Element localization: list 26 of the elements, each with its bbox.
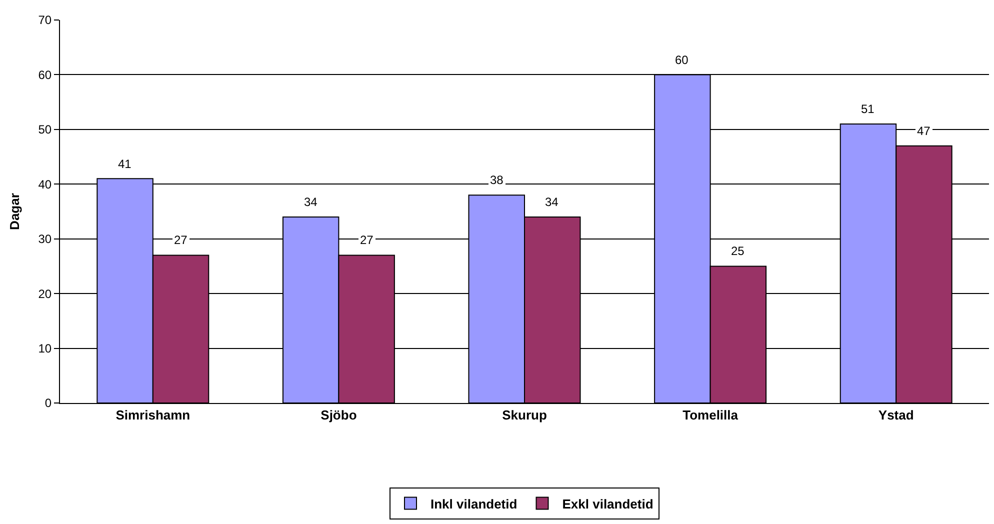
legend-label: Exkl vilandetid [562, 496, 654, 512]
y-tick-label: 30 [38, 232, 52, 246]
data-label: 25 [731, 244, 745, 258]
data-label: 47 [917, 124, 931, 138]
y-tick-label: 70 [38, 13, 52, 28]
data-label: 34 [545, 195, 559, 209]
y-tick-label: 60 [38, 68, 52, 82]
y-tick-label: 10 [38, 341, 52, 356]
data-label: 27 [174, 233, 188, 247]
x-tick-label: Tomelilla [682, 408, 739, 423]
data-label: 34 [304, 195, 318, 209]
data-label: 27 [360, 233, 374, 247]
data-label: 41 [118, 157, 132, 171]
data-label: 38 [490, 173, 504, 187]
legend-label: Inkl vilandetid [430, 496, 518, 512]
data-label: 51 [861, 102, 875, 116]
y-axis-title: Dagar [7, 193, 22, 230]
y-tick-label: 50 [38, 122, 52, 137]
y-tick-label: 20 [38, 286, 52, 301]
y-tick-label: 0 [44, 396, 52, 410]
x-tick-label: Skurup [502, 408, 547, 423]
y-tick-label: 40 [38, 177, 52, 192]
x-tick-label: Ystad [878, 408, 914, 423]
data-label: 60 [675, 53, 689, 67]
x-tick-label: Sjöbo [320, 408, 357, 423]
x-tick-label: Simrishamn [116, 408, 190, 423]
